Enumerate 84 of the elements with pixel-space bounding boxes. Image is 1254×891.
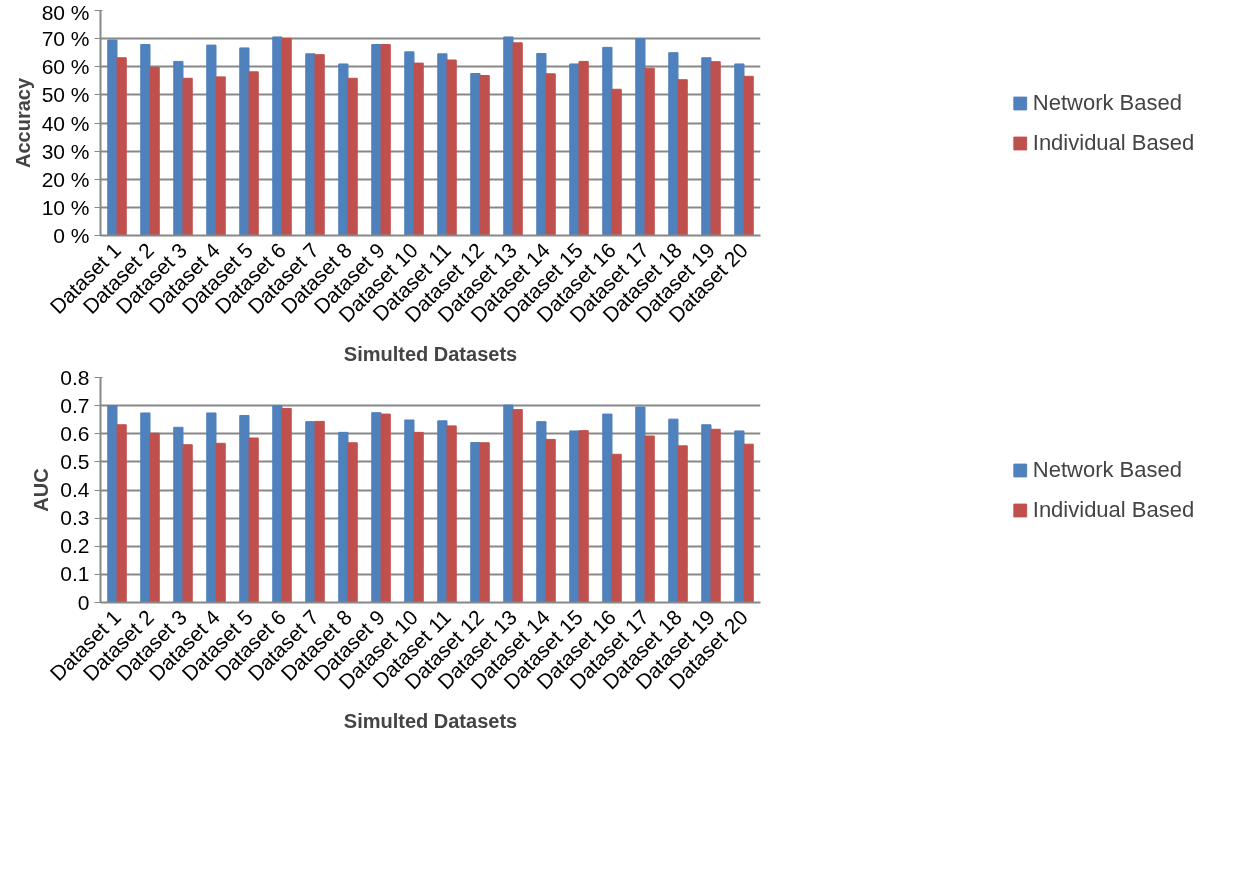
bar <box>107 405 118 603</box>
bar <box>446 425 457 603</box>
bar <box>545 73 556 236</box>
y-tick-label: 0.5 <box>60 449 90 473</box>
bar <box>644 435 655 603</box>
y-tick-label: 40 % <box>41 111 90 135</box>
y-tick-label: 0.7 <box>60 393 90 417</box>
y-axis-title: AUC <box>30 468 53 512</box>
bar <box>602 46 613 236</box>
legend-label: Individual Based <box>1032 129 1195 156</box>
bar <box>611 88 622 236</box>
y-tick-label: 0.8 <box>60 365 90 389</box>
bar <box>644 67 655 236</box>
bar <box>239 47 250 236</box>
bar <box>380 413 391 603</box>
bar <box>281 37 292 236</box>
y-tick-label: 20 % <box>41 167 90 191</box>
y-tick-label: 0 <box>77 590 90 614</box>
bar <box>635 406 646 603</box>
bar <box>149 432 160 603</box>
bar <box>347 77 358 236</box>
bar <box>248 71 259 236</box>
y-tick-label: 0.1 <box>60 562 90 586</box>
bar <box>206 412 217 603</box>
legend-label: Individual Based <box>1032 496 1195 523</box>
bar <box>140 44 151 236</box>
y-axis-title: Accuracy <box>11 77 34 169</box>
bar <box>446 59 457 236</box>
bar <box>140 412 151 603</box>
bar <box>380 44 391 236</box>
y-tick-label: 0.6 <box>60 421 90 445</box>
bar <box>281 407 292 603</box>
y-tick-label: 50 % <box>41 83 90 107</box>
bar <box>743 75 754 236</box>
bar <box>512 42 523 236</box>
bar <box>215 76 226 236</box>
bar <box>173 60 184 236</box>
bar <box>413 62 424 236</box>
y-tick-label: 80 % <box>41 0 90 24</box>
legend-label: Network Based <box>1032 89 1182 116</box>
y-tick-label: 0 % <box>53 224 90 247</box>
bar <box>536 421 547 603</box>
x-axis-title: Simulted Datasets <box>343 342 518 365</box>
bar <box>512 409 523 603</box>
y-tick-label: 10 % <box>41 195 90 219</box>
bar <box>479 74 490 236</box>
bar <box>611 453 622 603</box>
bar <box>545 438 556 603</box>
bar <box>116 57 127 236</box>
bar <box>743 443 754 603</box>
x-axis-title: Simulted Datasets <box>343 709 518 732</box>
bar <box>578 60 589 236</box>
bar <box>215 442 226 603</box>
y-tick-label: 60 % <box>41 55 90 79</box>
y-tick-label: 0.2 <box>60 534 90 558</box>
bar <box>677 79 688 236</box>
y-tick-label: 0.3 <box>60 506 90 530</box>
bar <box>173 426 184 603</box>
bar <box>602 413 613 603</box>
bar <box>536 53 547 236</box>
bar <box>479 442 490 603</box>
legend-label: Network Based <box>1032 456 1182 483</box>
y-tick-label: 0.4 <box>60 478 90 501</box>
bar <box>182 444 193 603</box>
bar <box>149 66 160 236</box>
bar <box>239 414 250 603</box>
bar <box>710 61 721 236</box>
bar <box>347 442 358 603</box>
bar <box>668 52 679 236</box>
y-tick-label: 30 % <box>41 139 90 163</box>
bar <box>668 418 679 603</box>
bar <box>116 424 127 603</box>
y-tick-label: 70 % <box>41 27 90 51</box>
bar <box>314 54 325 236</box>
bar <box>710 428 721 603</box>
bar <box>578 430 589 603</box>
bar <box>677 445 688 603</box>
bar <box>314 420 325 603</box>
bar <box>206 44 217 236</box>
bar <box>182 77 193 236</box>
bar <box>248 437 259 603</box>
bar <box>413 431 424 603</box>
bar <box>635 38 646 236</box>
bar <box>107 39 118 236</box>
